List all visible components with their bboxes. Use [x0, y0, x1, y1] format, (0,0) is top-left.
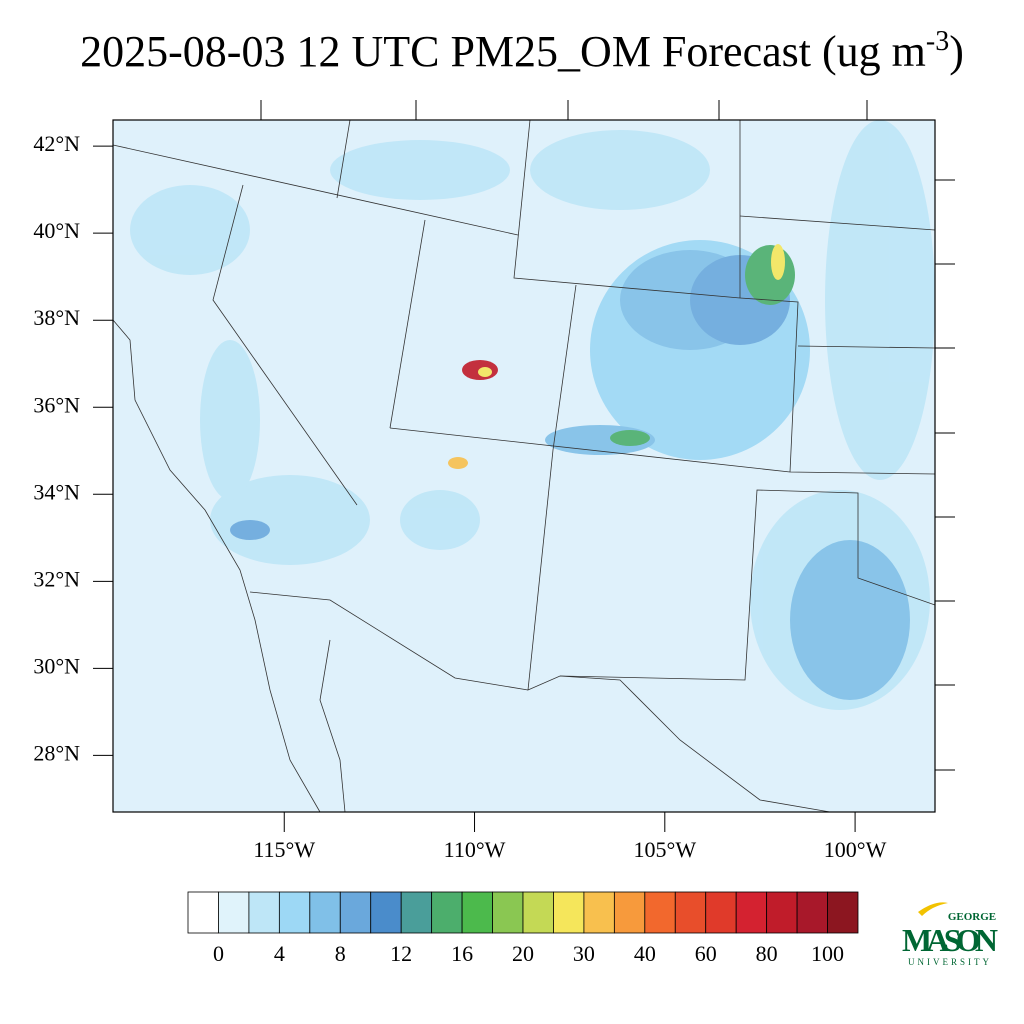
colorbar-box — [766, 891, 798, 934]
colorbar-label: 8 — [335, 941, 346, 966]
lat-tick-label: 32°N — [33, 566, 80, 591]
frame-ticks — [260, 100, 955, 771]
colorbar-box — [339, 891, 372, 934]
map — [112, 100, 955, 813]
colorbar-label: 20 — [512, 941, 534, 966]
colorbar-label: 60 — [695, 941, 717, 966]
title-superscript: -3 — [926, 26, 949, 57]
concentration-field — [130, 120, 935, 710]
logo-top: GEORGE — [948, 911, 996, 923]
colorbar-box — [278, 891, 311, 934]
boundaries — [112, 119, 936, 813]
colorbar-label: 100 — [811, 941, 844, 966]
colorbar-box — [431, 891, 463, 934]
title-main: 2025-08-03 12 UTC PM25_OM Forecast (ug m — [80, 27, 926, 76]
colorbar-box — [187, 891, 219, 934]
title: 2025-08-03 12 UTC PM25_OM Forecast (ug m… — [80, 26, 964, 76]
colorbar-label: 80 — [756, 941, 778, 966]
colorbar-label: 4 — [274, 941, 285, 966]
colorbar-label: 40 — [634, 941, 656, 966]
logo-name: MASON — [902, 922, 998, 958]
lon-tick-label: 110°W — [444, 837, 506, 862]
colorbar-label: 0 — [213, 941, 224, 966]
colorbar-box — [583, 891, 615, 934]
colorbar-box — [553, 891, 585, 934]
lon-tick-label: 105°W — [634, 837, 697, 862]
colorbar-label: 12 — [390, 941, 412, 966]
logo: GEORGE MASON UNIVERSITY — [902, 902, 998, 967]
colorbar-box — [674, 891, 707, 934]
colorbar-box — [461, 891, 493, 934]
colorbar-box — [644, 891, 676, 934]
colorbar-box — [248, 891, 280, 934]
lat-tick-label: 34°N — [33, 479, 80, 504]
colorbar-label: 30 — [573, 941, 595, 966]
colorbar-box — [218, 891, 250, 934]
colorbar-box — [309, 891, 341, 934]
colorbar-box — [522, 891, 554, 934]
map-frame — [112, 119, 936, 813]
colorbar-box — [613, 891, 646, 934]
lat-tick-label: 36°N — [33, 392, 80, 417]
lat-tick-label: 30°N — [33, 653, 80, 678]
lon-tick-label: 100°W — [824, 837, 887, 862]
colorbar-box — [827, 891, 859, 934]
colorbar: 0 4 8 12 16 20 30 40 60 80 100 — [187, 891, 859, 966]
colorbar-label: 16 — [451, 941, 473, 966]
colorbar-box — [492, 891, 524, 934]
lat-tick-label: 28°N — [33, 740, 80, 765]
colorbar-box — [796, 891, 828, 934]
colorbar-box — [735, 891, 768, 934]
colorbar-box — [370, 891, 402, 934]
colorbar-box — [705, 891, 737, 934]
lon-tick-label: 115°W — [253, 837, 315, 862]
colorbar-box — [400, 891, 433, 934]
title-close: ) — [949, 27, 964, 76]
lat-tick-label: 42°N — [33, 131, 80, 156]
lat-tick-label: 40°N — [33, 218, 80, 243]
lat-tick-label: 38°N — [33, 305, 80, 330]
logo-bottom: UNIVERSITY — [908, 957, 992, 967]
